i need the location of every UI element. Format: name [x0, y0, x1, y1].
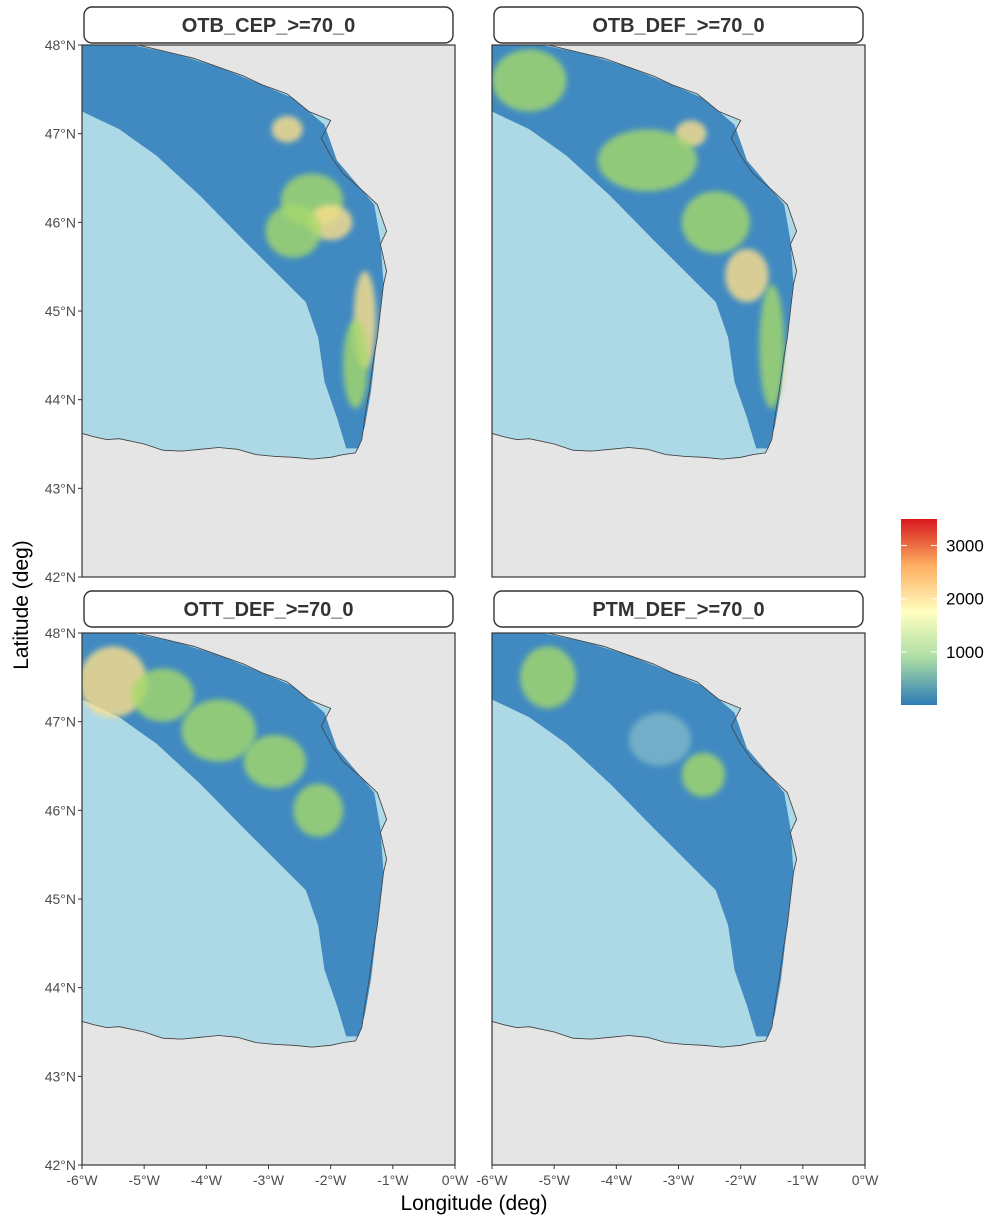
- effort-area: [82, 633, 384, 1037]
- x-tick-label: -1°W: [377, 1172, 409, 1188]
- effort-hotspot: [519, 646, 576, 709]
- effort-hotspot: [271, 115, 303, 143]
- panel-strip: [83, 6, 454, 44]
- y-tick-label: 48°N: [45, 37, 76, 53]
- map-panel: OTB_CEP_>=70_0 48°N 47°N 46°N 45°N 44°N 43°N 42…: [45, 6, 456, 585]
- y-tick-label: 43°N: [45, 1068, 76, 1084]
- x-axis-title: Longitude (deg): [400, 1192, 547, 1215]
- effort-hotspot: [293, 783, 344, 837]
- effort-hotspot: [628, 712, 691, 767]
- y-tick-label: 44°N: [45, 980, 76, 996]
- panel-strip: [83, 590, 454, 628]
- map-panel: OTT_DEF_>=70_0 48°N 47°N 46°N 45°N 44°N 43°N 42…: [45, 590, 469, 1188]
- x-tick-label: -2°W: [315, 1172, 347, 1188]
- y-tick-label: 46°N: [45, 214, 76, 230]
- x-tick-label: 0°W: [442, 1172, 469, 1188]
- y-tick-label: 42°N: [45, 1157, 76, 1173]
- x-tick-label: -3°W: [663, 1172, 695, 1188]
- legend-tick-label: 1000: [946, 643, 984, 662]
- coastline: [82, 45, 388, 460]
- panel-strip: [493, 6, 864, 44]
- effort-hotspot: [681, 191, 750, 254]
- effort-hotspot: [343, 319, 368, 409]
- x-tick-label: -6°W: [66, 1172, 98, 1188]
- effort-hotspot: [82, 646, 148, 718]
- legend-colorbar: [901, 519, 937, 705]
- effort-hotspot: [131, 668, 194, 722]
- y-tick-label: 45°N: [45, 891, 76, 907]
- panel-title: PTM_DEF_>=70_0: [592, 599, 764, 621]
- legend-tick-label: 3000: [946, 537, 984, 556]
- y-tick-label: 48°N: [45, 625, 76, 641]
- x-tick-label: -3°W: [253, 1172, 285, 1188]
- panel-border: [491, 44, 866, 578]
- panel-title: OTB_CEP_>=70_0: [182, 15, 355, 37]
- effort-hotspot: [759, 284, 785, 409]
- effort-area: [492, 45, 794, 449]
- coastline: [492, 45, 798, 460]
- coastline: [492, 633, 798, 1048]
- legend-tick-label: 2000: [946, 590, 984, 609]
- x-tick-label: -5°W: [539, 1172, 571, 1188]
- effort-area: [492, 633, 794, 1037]
- effort-hotspot: [725, 248, 769, 303]
- x-tick-label: -5°W: [129, 1172, 161, 1188]
- panel-title: OTT_DEF_>=70_0: [183, 599, 353, 621]
- x-tick-label: -1°W: [787, 1172, 819, 1188]
- y-tick-label: 47°N: [45, 126, 76, 142]
- effort-hotspot: [181, 699, 257, 762]
- effort-area: [82, 45, 384, 449]
- y-tick-label: 42°N: [45, 569, 76, 585]
- effort-hotspot: [681, 752, 726, 798]
- y-tick-label: 45°N: [45, 303, 76, 319]
- x-tick-label: -4°W: [601, 1172, 633, 1188]
- color-legend: 3000 2000 1000: [901, 519, 984, 705]
- y-tick-label: 47°N: [45, 714, 76, 730]
- x-tick-label: -4°W: [191, 1172, 223, 1188]
- effort-hotspot: [243, 734, 306, 789]
- map-panel: PTM_DEF_>=70_0 -6°W -5°W -4°W -3°W -2°W -1°W 0°…: [476, 590, 879, 1188]
- map-panel: OTB_DEF_>=70_0: [491, 6, 866, 578]
- y-axis-title: Latitude (deg): [10, 540, 33, 670]
- x-tick-label: 0°W: [852, 1172, 879, 1188]
- y-tick-label: 44°N: [45, 392, 76, 408]
- panel-title: OTB_DEF_>=70_0: [592, 15, 764, 37]
- x-tick-label: -6°W: [476, 1172, 508, 1188]
- y-tick-label: 43°N: [45, 480, 76, 496]
- effort-hotspot: [265, 204, 322, 258]
- x-tick-label: -2°W: [725, 1172, 757, 1188]
- effort-hotspot: [492, 49, 567, 112]
- y-tick-label: 46°N: [45, 802, 76, 818]
- panel-strip: [493, 590, 864, 628]
- coastline: [82, 633, 388, 1048]
- effort-hotspot: [597, 129, 698, 192]
